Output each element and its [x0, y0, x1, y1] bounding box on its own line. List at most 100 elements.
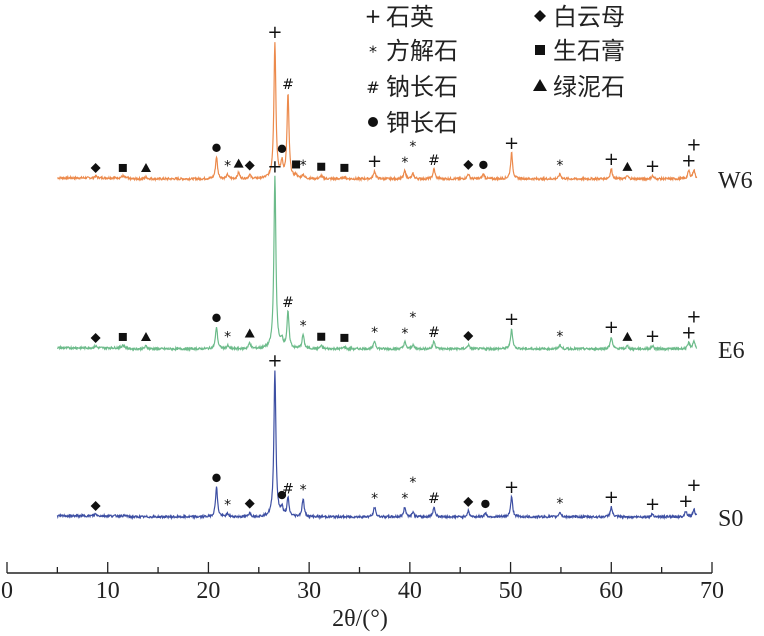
square-marker-icon [340, 333, 349, 342]
text-marker-asterisk: * [371, 491, 378, 507]
square-marker-icon [292, 160, 301, 169]
diamond-marker-icon [463, 330, 474, 341]
circle-marker-icon [277, 490, 287, 500]
legend-item: 绿泥石 [533, 73, 625, 101]
square-marker-icon [340, 163, 349, 172]
text-marker-plus: + [678, 491, 693, 512]
x-tick-label: 40 [398, 578, 422, 604]
legend-item: 钾长石 [368, 109, 458, 137]
text-marker-hash: # [282, 295, 294, 311]
legend-label: 钾长石 [386, 109, 458, 137]
legend-item: # 钠长石 [366, 73, 458, 101]
triangle-marker-icon [233, 158, 244, 168]
diamond-marker-icon [90, 332, 101, 343]
circle-legend-icon [368, 117, 378, 127]
series-label-E6: E6 [718, 338, 745, 364]
x-axis-label: 2θ/(°) [332, 606, 388, 632]
triangle-legend-icon [533, 79, 547, 91]
trace-E6 [56, 175, 698, 353]
text-marker-plus: + [604, 487, 619, 508]
phase-markers: *+#* + **#+* + + ++*+#* * **#+* + + ++*+# ** **#+* + +… [90, 22, 701, 515]
circle-marker-icon [481, 499, 490, 509]
text-marker-plus: + [604, 149, 619, 170]
series-label-W6: W6 [718, 168, 753, 194]
text-marker-hash: # [282, 481, 294, 497]
text-marker-asterisk: * [556, 329, 563, 345]
text-marker-plus: + [504, 477, 519, 498]
text-marker-asterisk: * [300, 158, 307, 174]
text-marker-asterisk: * [371, 325, 378, 341]
legend-item: 生石膏 [535, 37, 625, 65]
series-label-S0: S0 [718, 506, 743, 532]
text-marker-asterisk: * [556, 496, 563, 512]
square-marker-icon [317, 332, 326, 341]
x-tick-label: 60 [599, 578, 623, 604]
triangle-marker-icon [244, 328, 255, 338]
x-tick-label: 30 [297, 578, 321, 604]
triangle-marker-icon [140, 331, 151, 341]
text-marker-hash: # [428, 153, 440, 169]
square-marker-icon [317, 162, 326, 171]
series-labels: W6 E6 S0 [718, 168, 753, 532]
square-marker-icon [118, 163, 127, 172]
diamond-legend-icon [534, 10, 546, 22]
text-marker-asterisk: * [300, 318, 307, 334]
text-marker-plus: + [504, 309, 519, 330]
text-marker-hash: # [428, 325, 440, 341]
text-marker-plus: + [681, 150, 696, 171]
text-marker-plus: + [645, 326, 660, 347]
circle-marker-icon [479, 160, 488, 170]
text-marker-plus: + [645, 494, 660, 515]
text-marker-asterisk: * [409, 475, 416, 491]
x-tick-label: 10 [96, 578, 120, 604]
square-marker-icon [118, 332, 127, 341]
text-marker-asterisk: * [409, 310, 416, 326]
legend-item: + 石英 [365, 3, 434, 31]
diamond-marker-icon [244, 498, 255, 509]
legend-symbol: + [365, 4, 382, 28]
diamond-marker-icon [90, 500, 101, 511]
text-marker-asterisk: * [409, 139, 416, 155]
triangle-marker-icon [622, 331, 633, 341]
trace-W6 [57, 42, 698, 183]
trace-S0 [56, 370, 698, 521]
legend-symbol: * [369, 42, 377, 61]
circle-marker-icon [212, 473, 221, 483]
legend-item: 白云母 [534, 3, 625, 31]
circle-marker-icon [212, 143, 221, 153]
x-tick-label: 50 [499, 578, 523, 604]
text-marker-plus: + [686, 475, 701, 496]
traces [56, 42, 698, 521]
legend-item: * 方解石 [369, 37, 458, 65]
text-marker-plus: + [686, 134, 701, 155]
text-marker-plus: + [604, 317, 619, 338]
text-marker-plus: + [267, 22, 282, 43]
text-marker-asterisk: * [224, 159, 231, 175]
circle-marker-icon [277, 144, 287, 154]
text-marker-plus: + [686, 307, 701, 328]
diamond-marker-icon [463, 159, 474, 170]
text-marker-asterisk: * [401, 326, 408, 342]
text-marker-asterisk: * [224, 498, 231, 514]
text-marker-asterisk: * [401, 491, 408, 507]
legend-label: 钠长石 [386, 73, 458, 101]
triangle-marker-icon [140, 162, 151, 172]
legend-label: 方解石 [386, 37, 458, 65]
triangle-marker-icon [622, 161, 633, 171]
text-marker-plus: + [681, 323, 696, 344]
diamond-marker-icon [90, 162, 101, 173]
diamond-marker-icon [463, 496, 474, 507]
square-legend-icon [535, 45, 545, 55]
diamond-marker-icon [244, 160, 255, 171]
text-marker-plus: + [267, 156, 282, 177]
text-marker-asterisk: * [401, 155, 408, 171]
text-marker-asterisk: * [224, 330, 231, 346]
text-marker-plus: + [367, 151, 382, 172]
x-tick-label: 0 [1, 578, 13, 604]
x-axis: 0 10 20 30 40 50 60 70 [1, 562, 724, 604]
legend-symbol: # [366, 78, 379, 97]
text-marker-asterisk: * [300, 483, 307, 499]
text-marker-plus: + [504, 133, 519, 154]
legend-label: 生石膏 [553, 37, 625, 65]
